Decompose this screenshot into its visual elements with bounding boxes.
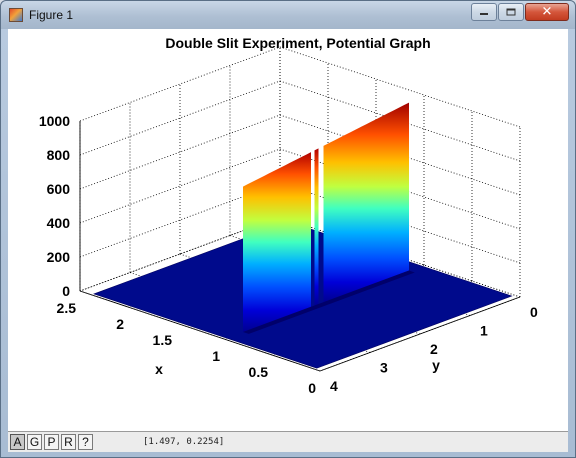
z-tick-label: 1000 — [39, 113, 70, 129]
x-tick-label: 1.5 — [153, 332, 173, 348]
x-tick-label: 0 — [308, 380, 316, 396]
toolbar-button-p[interactable]: P — [44, 434, 59, 450]
x-tick-label: 2 — [116, 316, 124, 332]
toolbar-button-a[interactable]: A — [10, 434, 25, 450]
barrier-wall-back — [323, 102, 409, 303]
barrier-base-edge — [243, 270, 415, 334]
y-tick-label: 3 — [380, 360, 388, 376]
toolbar-buttons: A G P R ? — [8, 434, 93, 450]
maximize-icon — [506, 8, 516, 16]
grid-line-z-back-right — [279, 46, 521, 128]
grid-line-floor-x — [79, 216, 281, 292]
minimize-button[interactable] — [471, 3, 497, 21]
toolbar-button-r[interactable]: R — [61, 434, 76, 450]
x-tick-label: 0.5 — [249, 364, 269, 380]
barrier-wall-front — [243, 152, 311, 332]
surface-layer — [93, 102, 513, 369]
close-button[interactable]: ✕ — [525, 3, 569, 21]
grid-line-z-back-left — [79, 114, 281, 190]
axis-edge-y — [319, 296, 521, 372]
z-tick-label: 400 — [47, 215, 71, 231]
cursor-coordinates: [1.497, 0.2254] — [143, 437, 225, 447]
z-tick-label: 200 — [47, 249, 71, 265]
x-tick-label: 1 — [212, 348, 220, 364]
x-tick-label: 2.5 — [57, 300, 77, 316]
window-title: Figure 1 — [29, 8, 74, 22]
matlab-figure-icon — [9, 8, 23, 22]
chart-title: Double Slit Experiment, Potential Graph — [165, 35, 430, 51]
barrier-wall-middle — [314, 148, 319, 306]
minimize-icon — [480, 12, 488, 15]
figure-canvas[interactable]: 1000 800 600 400 200 0 2.5 2 1.5 1 0.5 0 4 3 2 1 0 Doubl… — [8, 29, 568, 431]
toolbar-button-g[interactable]: G — [27, 434, 42, 450]
z-tick-label: 600 — [47, 181, 71, 197]
title-bar[interactable]: Figure 1 ✕ — [1, 1, 575, 29]
grid-line-z-back-left — [79, 148, 281, 224]
y-tick-label: 4 — [330, 378, 338, 394]
z-tick-label: 800 — [47, 147, 71, 163]
y-tick-label: 2 — [430, 341, 438, 357]
y-tick-label: 1 — [480, 323, 488, 339]
status-bar: A G P R ? [1.497, 0.2254] — [8, 431, 568, 452]
axis-edge-x — [79, 290, 321, 372]
close-icon: ✕ — [541, 4, 553, 20]
window-controls: ✕ — [470, 3, 569, 21]
grid-line-z-back-left — [79, 46, 281, 122]
maximize-button[interactable] — [498, 3, 524, 21]
y-axis-label: y — [432, 357, 440, 373]
grid-line-z-back-left — [79, 80, 281, 156]
y-tick-label: 0 — [530, 304, 538, 320]
toolbar-button-help[interactable]: ? — [78, 434, 93, 450]
z-tick-label: 0 — [62, 283, 70, 299]
x-axis-label: x — [155, 361, 163, 377]
